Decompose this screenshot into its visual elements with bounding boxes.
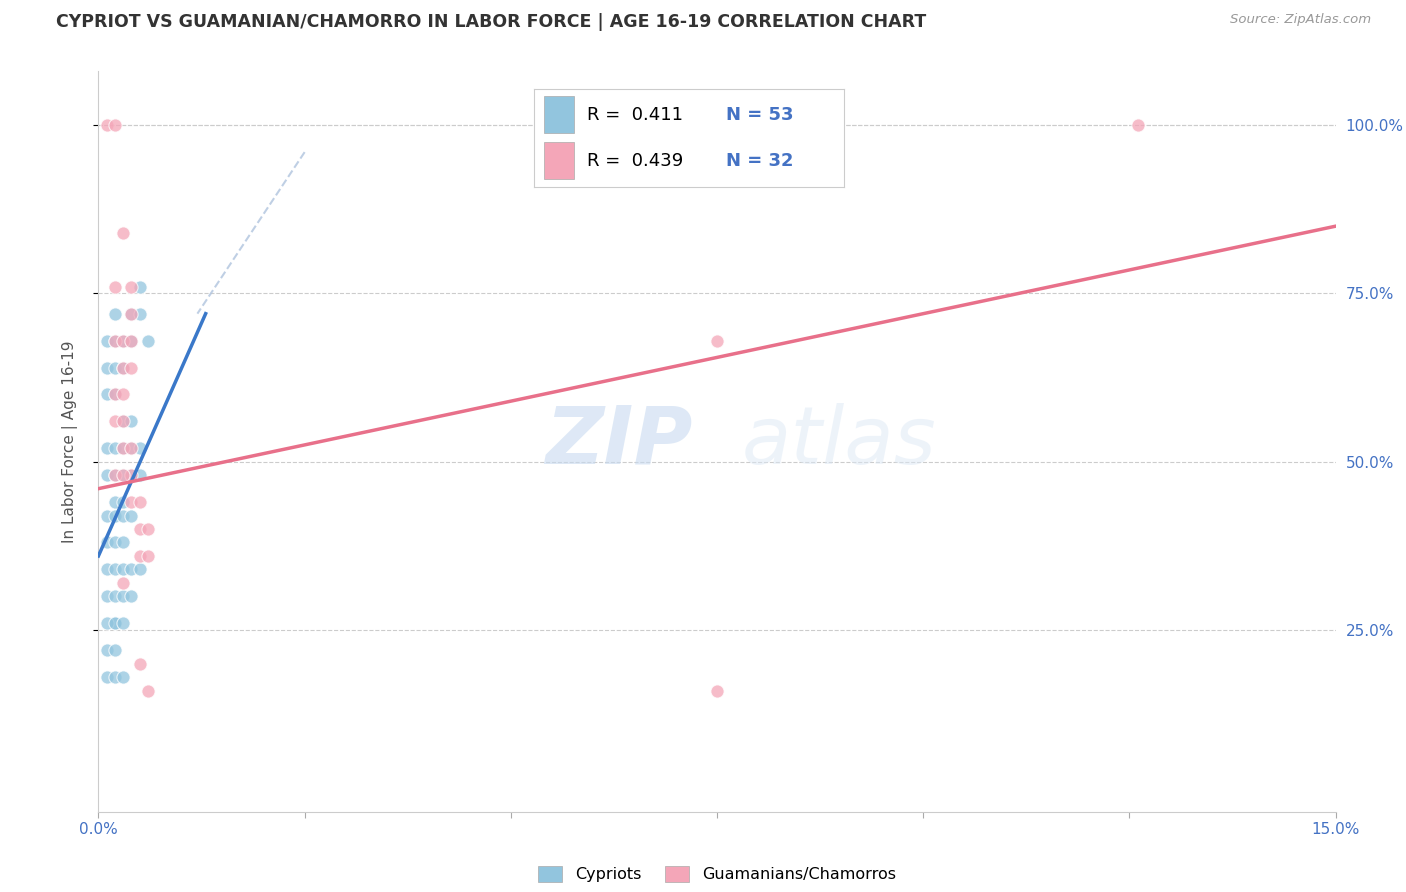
Point (96, 670, 118, 684)
Point (120, 334, 142, 348)
Point (128, 522, 150, 536)
Point (128, 495, 150, 509)
Point (128, 307, 150, 321)
Point (120, 360, 142, 375)
Point (112, 360, 135, 375)
Point (128, 657, 150, 671)
Point (104, 508, 127, 523)
Point (1126, 118, 1149, 132)
Point (104, 495, 127, 509)
Point (112, 562, 135, 576)
Point (96, 468, 118, 483)
Point (136, 549, 159, 563)
Point (112, 334, 135, 348)
Point (128, 562, 150, 576)
Point (104, 414, 127, 428)
Point (120, 468, 142, 483)
Point (112, 414, 135, 428)
Point (104, 360, 127, 375)
Point (120, 442, 142, 456)
Point (128, 279, 150, 293)
Point (112, 334, 135, 348)
Point (112, 670, 135, 684)
Point (104, 387, 127, 401)
Point (104, 616, 127, 631)
Point (120, 414, 142, 428)
Text: N = 53: N = 53 (725, 106, 793, 124)
Point (120, 468, 142, 483)
Point (112, 442, 135, 456)
Point (136, 683, 159, 698)
Text: Source: ZipAtlas.com: Source: ZipAtlas.com (1230, 13, 1371, 27)
Text: atlas: atlas (742, 402, 936, 481)
Text: R =  0.439: R = 0.439 (586, 152, 683, 169)
Point (96, 562, 118, 576)
Point (120, 590, 142, 604)
Point (112, 535, 135, 549)
FancyBboxPatch shape (544, 96, 575, 133)
Text: R =  0.411: R = 0.411 (586, 106, 683, 124)
Point (96, 442, 118, 456)
Point (96, 360, 118, 375)
Point (112, 387, 135, 401)
Point (104, 468, 127, 483)
Point (120, 307, 142, 321)
Point (96, 118, 118, 132)
Point (112, 360, 135, 375)
Point (104, 334, 127, 348)
Point (104, 307, 127, 321)
Point (128, 468, 150, 483)
Text: N = 32: N = 32 (725, 152, 793, 169)
Point (96, 535, 118, 549)
Point (104, 118, 127, 132)
Point (120, 562, 142, 576)
Text: CYPRIOT VS GUAMANIAN/CHAMORRO IN LABOR FORCE | AGE 16-19 CORRELATION CHART: CYPRIOT VS GUAMANIAN/CHAMORRO IN LABOR F… (56, 13, 927, 31)
Point (104, 562, 127, 576)
Point (96, 387, 118, 401)
Point (104, 643, 127, 657)
Point (120, 279, 142, 293)
Point (112, 616, 135, 631)
Point (120, 442, 142, 456)
Point (120, 495, 142, 509)
Point (96, 590, 118, 604)
Point (104, 279, 127, 293)
Point (112, 495, 135, 509)
Point (104, 590, 127, 604)
Point (96, 508, 118, 523)
Point (112, 590, 135, 604)
Point (120, 508, 142, 523)
FancyBboxPatch shape (544, 142, 575, 179)
Point (104, 442, 127, 456)
Point (104, 616, 127, 631)
Text: ZIP: ZIP (546, 402, 692, 481)
Point (706, 683, 728, 698)
Point (112, 575, 135, 590)
Point (104, 387, 127, 401)
Point (128, 549, 150, 563)
Y-axis label: In Labor Force | Age 16-19: In Labor Force | Age 16-19 (62, 340, 77, 543)
Point (136, 334, 159, 348)
Point (120, 334, 142, 348)
Point (120, 307, 142, 321)
Point (96, 334, 118, 348)
Point (706, 334, 728, 348)
Point (112, 226, 135, 240)
Point (112, 468, 135, 483)
Point (112, 414, 135, 428)
Legend: Cypriots, Guamanians/Chamorros: Cypriots, Guamanians/Chamorros (531, 860, 903, 888)
Point (104, 468, 127, 483)
Point (104, 535, 127, 549)
Point (112, 468, 135, 483)
Point (96, 616, 118, 631)
Point (104, 334, 127, 348)
Point (136, 522, 159, 536)
Point (112, 508, 135, 523)
Point (128, 442, 150, 456)
Point (104, 670, 127, 684)
Point (96, 643, 118, 657)
Point (112, 442, 135, 456)
